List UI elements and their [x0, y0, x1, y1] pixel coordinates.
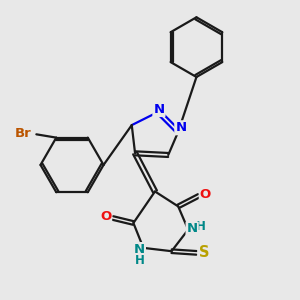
Text: S: S: [199, 245, 209, 260]
Text: O: O: [200, 188, 211, 201]
Text: O: O: [100, 210, 111, 223]
Text: N: N: [153, 103, 164, 116]
Text: Br: Br: [15, 127, 32, 140]
Text: N: N: [134, 243, 145, 256]
Text: H: H: [134, 254, 144, 267]
Text: H: H: [196, 220, 206, 233]
Text: N: N: [175, 121, 186, 134]
Text: N: N: [187, 223, 198, 236]
